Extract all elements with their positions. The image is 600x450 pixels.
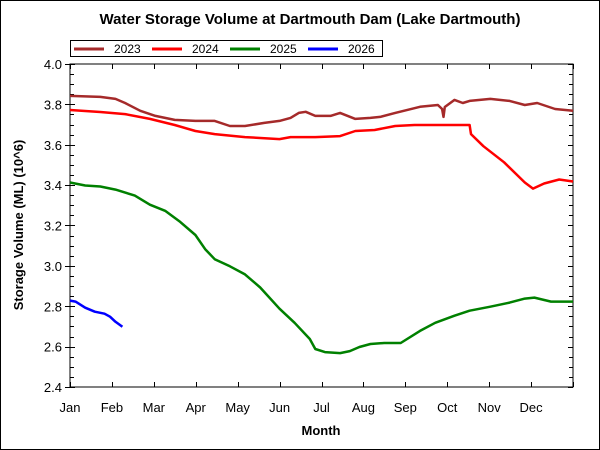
legend-label: 2023 [114,42,141,56]
series-lines [69,94,574,355]
series-line-2025 [69,181,573,355]
x-tick-label: Jan [60,400,81,415]
legend: 2023 2024 2025 2026 [70,40,383,57]
x-tick-label: Feb [101,400,123,415]
x-tick-label: Oct [437,400,458,415]
y-tick-label: 3.4 [44,178,62,193]
legend-label: 2026 [348,42,375,56]
y-axis-label: Storage Volume (ML) (10^6) [11,140,26,311]
series-line-2026 [69,299,124,328]
y-tick-label: 2.8 [44,299,62,314]
x-axis-label: Month [302,423,341,438]
y-tick-label: 4.0 [44,57,62,72]
y-tick-label: 2.4 [44,380,62,395]
x-tick-label: Jul [313,400,330,415]
y-tick-label: 3.0 [44,259,62,274]
x-tick-label: Mar [143,400,166,415]
series-line-2024 [69,108,574,190]
x-tick-label: Dec [520,400,544,415]
legend-label: 2025 [270,42,297,56]
x-tick-label: Nov [478,400,502,415]
x-tick-label: May [225,400,250,415]
x-tick-label: Aug [352,400,375,415]
series-line-2023 [69,94,574,128]
x-tick-label: Sep [394,400,417,415]
x-tick-label: Jun [269,400,290,415]
y-tick-label: 3.2 [44,219,62,234]
legend-label: 2024 [192,42,219,56]
y-tick-label: 3.6 [44,138,62,153]
axes: 2.4 2.6 2.8 3.0 3.2 3.4 3.6 3.8 4.0 Jan Feb Mar Apr M… [44,57,574,415]
chart-title: Water Storage Volume at Dartmouth Dam (L… [100,11,521,28]
y-tick-label: 3.8 [44,97,62,112]
y-tick-label: 2.6 [44,340,62,355]
x-tick-label: Apr [186,400,207,415]
legend-box [70,40,383,57]
